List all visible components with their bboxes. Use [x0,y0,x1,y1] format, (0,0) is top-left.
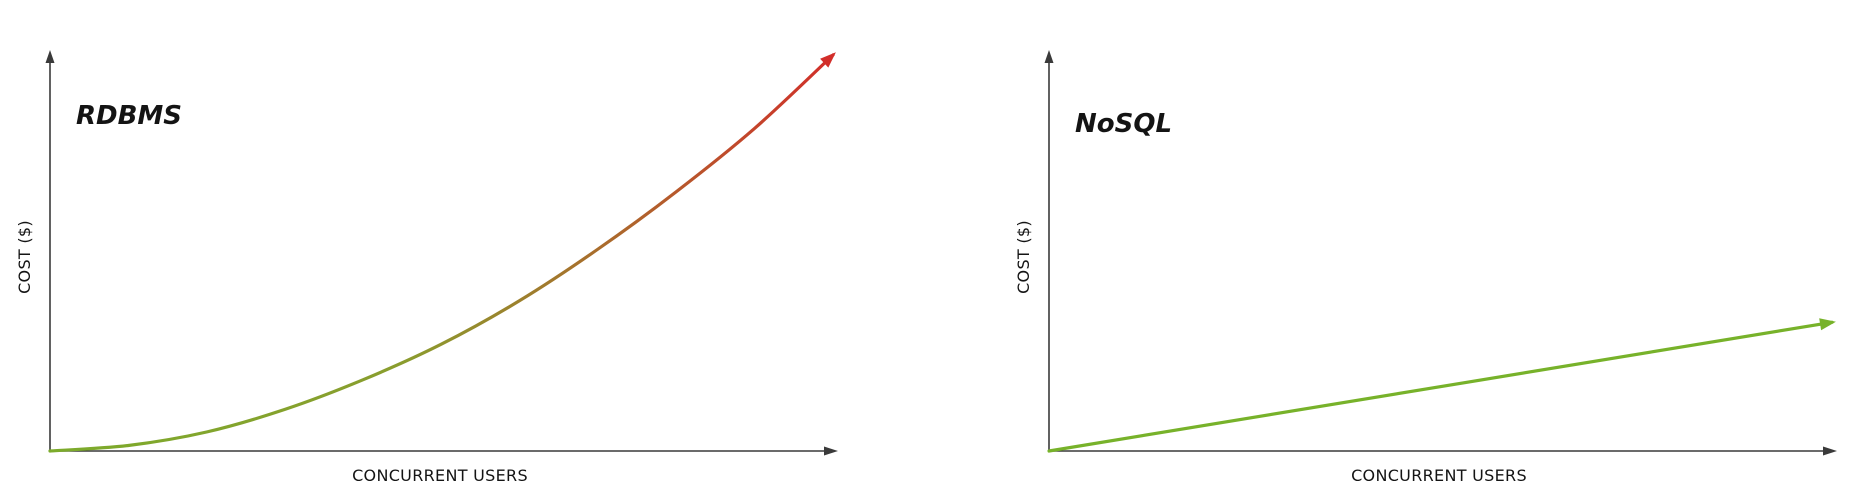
rdbms-curve-arrow-icon [820,52,836,68]
nosql-x-axis-label: CONCURRENT USERS [1351,466,1527,485]
rdbms-y-axis-arrow-icon [45,50,55,63]
rdbms-x-axis-label: CONCURRENT USERS [352,466,528,485]
rdbms-y-axis-label: COST ($) [15,220,34,294]
rdbms-cost-curve [48,53,835,453]
rdbms-chart: RDBMS COST ($) CONCURRENT USERS [15,50,838,485]
nosql-y-axis-label: COST ($) [1014,220,1033,294]
rdbms-x-axis-arrow-icon [824,446,838,456]
nosql-chart: NoSQL COST ($) CONCURRENT USERS [1014,50,1837,485]
nosql-chart-title: NoSQL [1075,109,1172,139]
nosql-cost-line [1047,320,1834,453]
nosql-line-arrow-icon [1819,318,1836,331]
nosql-y-axis-arrow-icon [1044,50,1054,63]
rdbms-chart-title: RDBMS [76,101,182,131]
nosql-x-axis-arrow-icon [1823,446,1837,456]
